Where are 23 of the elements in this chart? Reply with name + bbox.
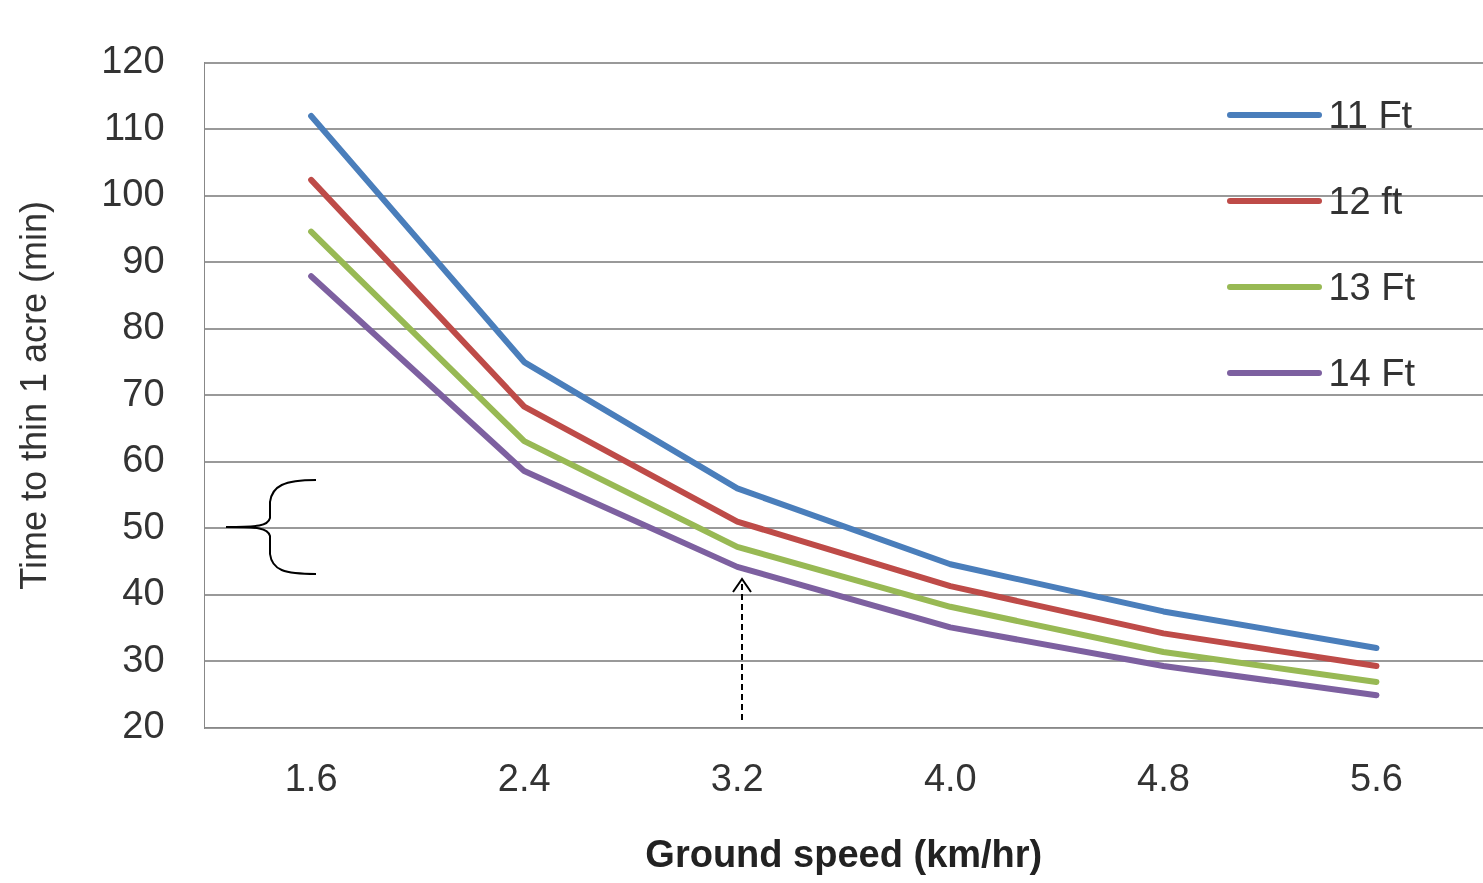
y-tick-label: 60 <box>122 438 165 481</box>
legend-label: 14 Ft <box>1328 351 1415 395</box>
legend-label: 13 Ft <box>1328 265 1415 309</box>
y-tick-label: 20 <box>122 704 165 747</box>
x-tick-label: 3.2 <box>710 757 764 800</box>
x-tick-label: 5.6 <box>1350 757 1403 800</box>
x-tick-label: 2.4 <box>497 757 551 800</box>
y-tick-label: 80 <box>122 305 165 348</box>
y-tick-label: 70 <box>122 371 165 414</box>
y-tick-label: 40 <box>122 571 165 614</box>
y-tick-label: 110 <box>104 105 165 148</box>
y-tick-label: 100 <box>101 172 165 215</box>
legend-label: 12 ft <box>1328 179 1403 223</box>
x-tick-label: 4.8 <box>1136 757 1190 800</box>
legend-label: 11 Ft <box>1328 93 1413 137</box>
y-tick-label: 50 <box>122 504 165 547</box>
y-axis-title: Time to thin 1 acre (min) <box>12 200 54 590</box>
y-tick-label: 120 <box>101 39 165 82</box>
y-tick-label: 90 <box>122 238 165 281</box>
x-tick-label: 4.0 <box>923 757 977 800</box>
y-tick-label: 30 <box>122 637 165 680</box>
x-tick-label: 1.6 <box>284 757 338 800</box>
x-axis-title: Ground speed (km/hr) <box>645 832 1043 875</box>
